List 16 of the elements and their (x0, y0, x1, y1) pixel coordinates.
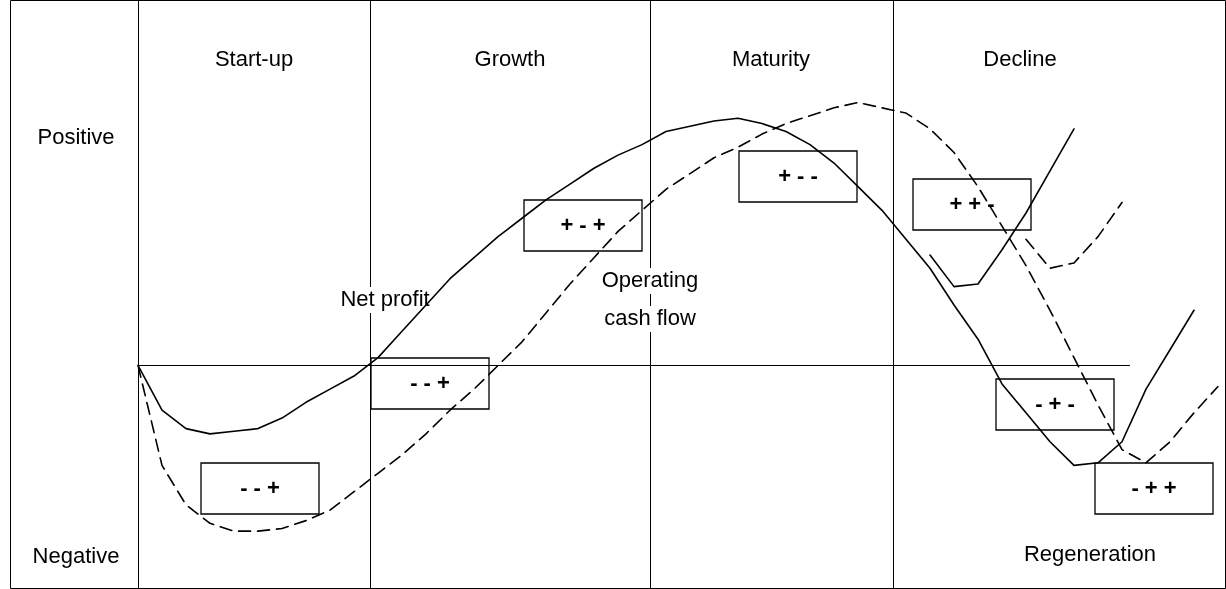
text: Start-up (214, 46, 294, 72)
annotation: - - + (240, 475, 280, 501)
text: Growth (474, 46, 546, 72)
annotation: - + - (1035, 391, 1075, 417)
text: Decline (983, 46, 1057, 72)
series-label: Net profit (340, 286, 430, 312)
annotation: - + + (1131, 475, 1177, 501)
annotation: + - + (560, 212, 606, 238)
text: Maturity (731, 46, 811, 72)
annotation: - - + (410, 370, 450, 396)
text: Regeneration (1023, 541, 1157, 567)
text: Positive (37, 124, 115, 150)
annotation: + + - (949, 191, 995, 217)
annotation: + - - (778, 163, 818, 189)
series-label: Operating cash flow (601, 267, 699, 331)
text: Negative (32, 543, 120, 569)
